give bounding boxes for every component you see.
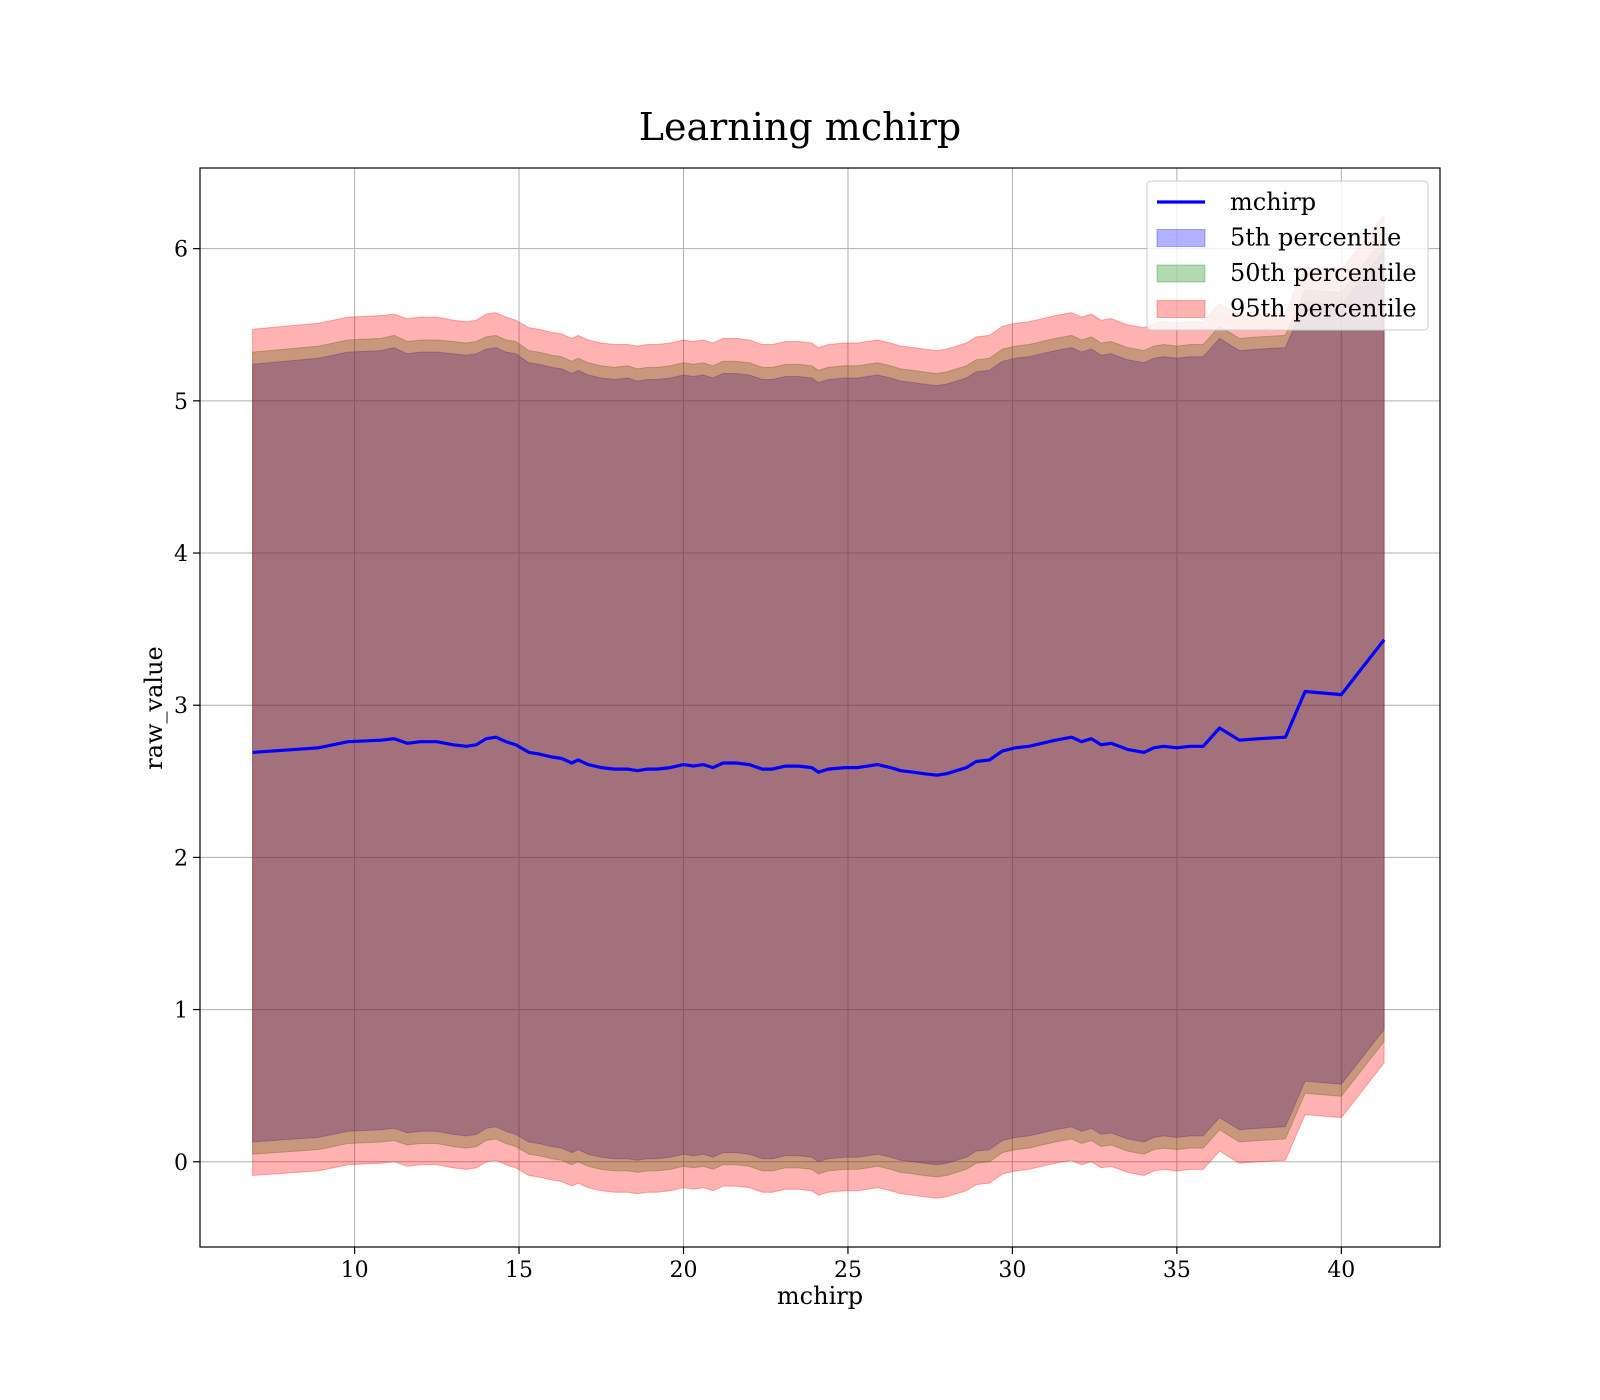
plot-frame xyxy=(199,167,1441,1248)
band-95th-percentile xyxy=(252,213,1385,1199)
legend-swatch-band xyxy=(1156,300,1206,318)
band-50th-percentile xyxy=(252,236,1385,1178)
y-tick-label: 2 xyxy=(174,846,188,871)
y-tick-label: 1 xyxy=(174,999,188,1024)
y-tick-label: 3 xyxy=(174,694,188,719)
x-tick-label: 20 xyxy=(670,1258,698,1283)
y-axis-label: raw_value xyxy=(140,646,168,770)
legend: mchirp 5th percentile 50th percentile 95th … xyxy=(1146,180,1429,331)
grid xyxy=(200,168,1440,1247)
x-tick-label: 15 xyxy=(505,1258,533,1283)
x-tick-label: 30 xyxy=(998,1258,1026,1283)
legend-label: 5th percentile xyxy=(1230,224,1401,252)
legend-label: 50th percentile xyxy=(1230,259,1417,287)
x-tick-label: 40 xyxy=(1327,1258,1355,1283)
legend-swatch-band xyxy=(1156,229,1206,247)
x-axis-label: mchirp xyxy=(777,1282,863,1310)
series-line-mchirp xyxy=(252,638,1386,777)
legend-swatch-band xyxy=(1156,264,1206,283)
axis-ticks: 10 15 20 25 30 35 40 0 1 2 3 4 5 6 xyxy=(174,238,1355,1283)
band-5th-percentile xyxy=(252,248,1385,1166)
x-tick-label: 10 xyxy=(341,1258,369,1283)
legend-box xyxy=(1146,180,1429,331)
y-tick-label: 4 xyxy=(174,542,188,567)
y-tick-label: 5 xyxy=(174,390,188,415)
chart-title: Learning mchirp xyxy=(639,105,961,149)
percentile-bands xyxy=(252,213,1385,1199)
legend-label: mchirp xyxy=(1230,188,1316,216)
x-tick-label: 25 xyxy=(834,1258,862,1283)
y-tick-label: 6 xyxy=(174,238,188,263)
x-tick-label: 35 xyxy=(1163,1258,1191,1283)
legend-label: 95th percentile xyxy=(1230,295,1417,323)
y-tick-label: 0 xyxy=(174,1151,188,1176)
series-lines xyxy=(252,638,1386,777)
